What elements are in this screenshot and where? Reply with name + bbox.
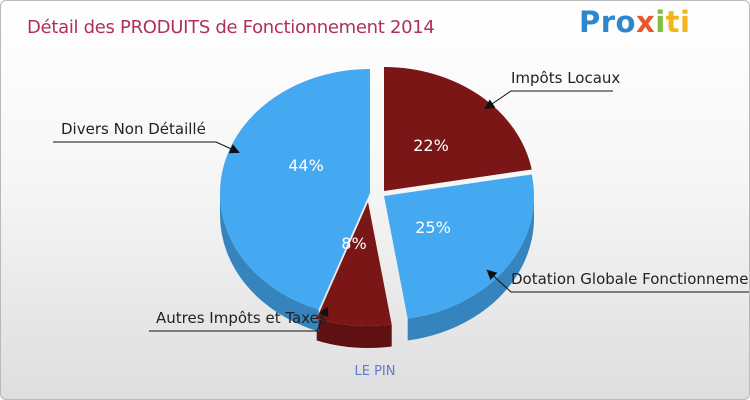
pie-slice-4[interactable] <box>220 68 370 310</box>
logo-part-4: ti <box>665 5 691 39</box>
pie-slices <box>220 67 535 348</box>
slice-percent-label-1: 22% <box>413 136 449 155</box>
chart-title: Détail des PRODUITS de Fonctionnement 20… <box>27 17 435 38</box>
pie-slice-3[interactable] <box>316 202 392 327</box>
slice-percent-label-3: 8% <box>341 234 366 253</box>
pie-slice-side-2 <box>407 196 534 341</box>
category-label-1: Impôts Locaux <box>511 69 620 87</box>
logo-part-3: i <box>655 5 666 39</box>
pie-slice-1[interactable] <box>384 67 532 191</box>
category-label-4: Divers Non Détaillé <box>61 120 206 138</box>
pie-callouts: 22% 25% 8% 44% Impôts Locaux Dotation Globale… <box>53 69 749 332</box>
callout-line-2 <box>486 269 749 293</box>
category-label-3: Autres Impôts et Taxes <box>156 309 327 327</box>
callout-line-3 <box>149 306 329 332</box>
proxiti-logo[interactable]: Proxiti <box>579 5 690 39</box>
slice-percent-label-4: 44% <box>288 156 324 175</box>
callout-line-1 <box>484 90 613 110</box>
pie-slice-side-3 <box>316 318 392 348</box>
pie-slice-side-4 <box>220 193 319 332</box>
callout-line-4 <box>53 141 240 154</box>
pie-slice-2[interactable] <box>384 174 535 319</box>
category-label-2: Dotation Globale Fonctionnement <box>511 270 749 288</box>
chart-caption: LE PIN <box>354 364 396 379</box>
logo-part-2: x <box>635 5 656 39</box>
slice-percent-label-2: 25% <box>415 218 451 237</box>
logo-part-1: Pro <box>579 5 636 39</box>
